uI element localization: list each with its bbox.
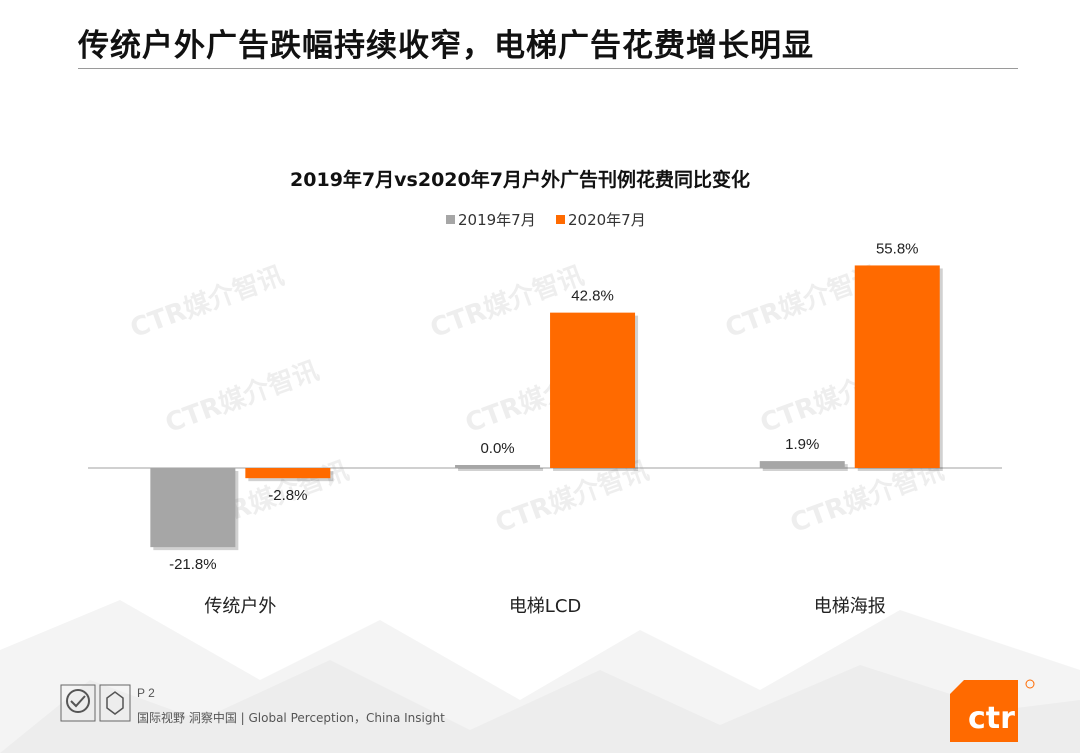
bar-2020-2 <box>550 312 636 468</box>
data-label: -2.8% <box>268 487 307 504</box>
page-number: P 2 <box>137 686 155 700</box>
watermark-text: CTR媒介智讯 <box>127 261 288 344</box>
chart-title: 2019年7月vs2020年7月户外广告刊例花费同比变化 <box>290 168 750 191</box>
bar-2019-2 <box>455 465 541 468</box>
bar-2020-3 <box>854 265 940 468</box>
data-labels-layer: -21.8% -2.8% 0.0% 42.8% 1.9% 55.8% <box>169 240 918 573</box>
legend: 2019年7月 2020年7月 <box>446 211 646 229</box>
page-title: 传统户外广告跌幅持续收窄，电梯广告花费增长明显 <box>78 28 814 64</box>
bar-shadow <box>458 468 544 471</box>
certification-badges <box>60 684 131 722</box>
data-label: 0.0% <box>480 440 514 457</box>
legend-swatch-1 <box>446 215 455 224</box>
data-label: 55.8% <box>876 240 919 257</box>
bar-2020-1 <box>245 468 331 479</box>
bar-2019-1 <box>150 468 236 548</box>
logo-text: ctr <box>968 701 1015 736</box>
data-label: -21.8% <box>169 556 217 573</box>
ctr-logo: ctr <box>950 679 1035 742</box>
legend-label-2: 2020年7月 <box>568 211 646 229</box>
data-label: 42.8% <box>571 288 614 305</box>
background-decoration <box>0 600 1080 753</box>
watermark-text: CTR媒介智讯 <box>162 356 323 439</box>
bars-layer <box>150 265 943 551</box>
legend-label-1: 2019年7月 <box>458 211 536 229</box>
category-labels-layer: 传统户外 电梯LCD 电梯海报 <box>204 596 885 617</box>
data-label: 1.9% <box>785 436 819 453</box>
bar-2019-3 <box>759 461 845 468</box>
category-label-1: 传统户外 <box>204 596 276 617</box>
footer-tagline: 国际视野 洞察中国 | Global Perception，China Insi… <box>137 711 445 725</box>
legend-swatch-2 <box>556 215 565 224</box>
title-divider <box>78 68 1018 69</box>
category-label-3: 电梯海报 <box>814 596 886 617</box>
category-label-2: 电梯LCD <box>509 596 581 617</box>
